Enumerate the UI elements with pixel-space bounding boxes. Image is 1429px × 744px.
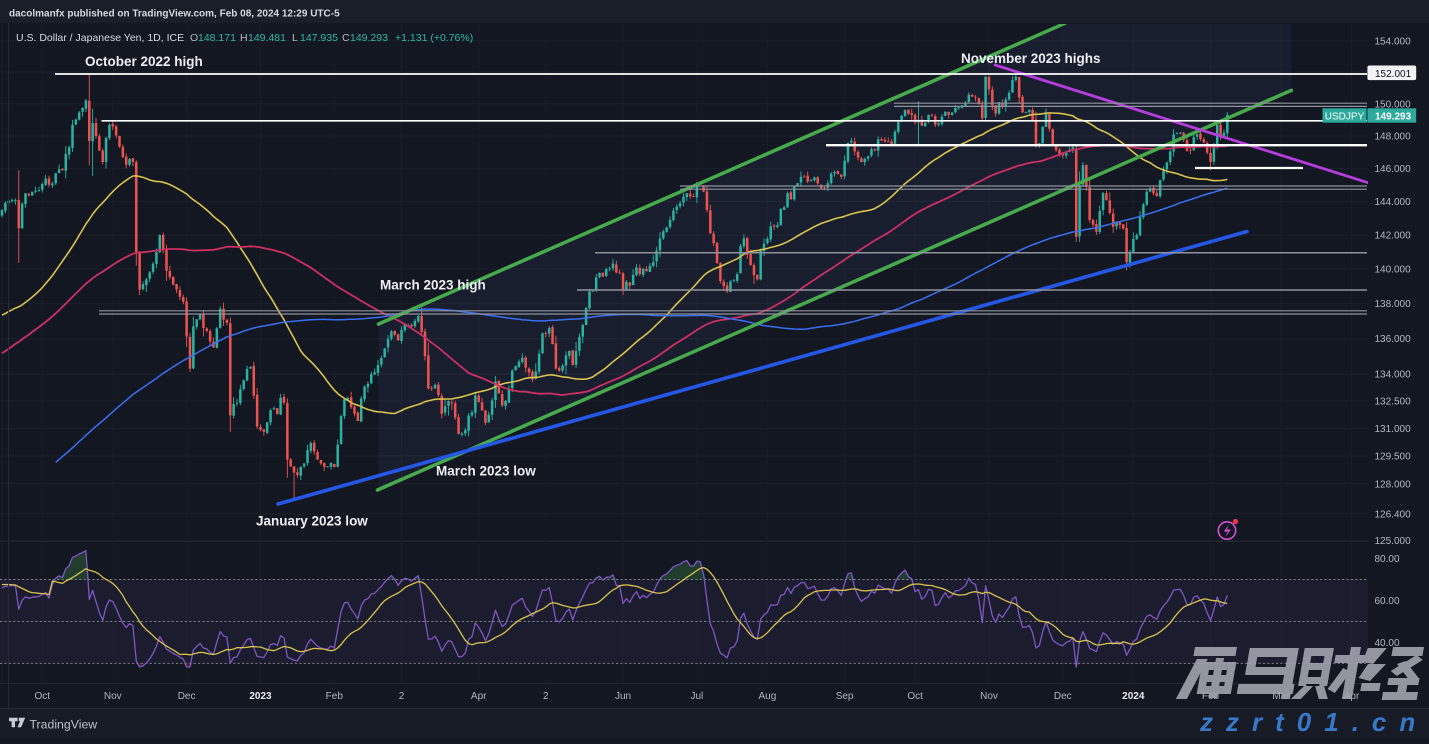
- svg-text:136.000: 136.000: [1375, 334, 1412, 345]
- svg-text:2: 2: [399, 691, 405, 702]
- svg-text:80.00: 80.00: [1375, 554, 1400, 565]
- svg-text:149.293: 149.293: [350, 32, 388, 44]
- svg-text:2023: 2023: [249, 691, 272, 702]
- svg-text:132.500: 132.500: [1375, 397, 1412, 408]
- svg-text:Oct: Oct: [35, 691, 51, 702]
- svg-text:dacolmanfx published on Tradin: dacolmanfx published on TradingView.com,…: [9, 9, 340, 20]
- svg-text:Apr: Apr: [471, 691, 487, 702]
- svg-text:131.000: 131.000: [1375, 424, 1412, 435]
- svg-text:148.171: 148.171: [198, 32, 236, 44]
- svg-text:January 2023 low: January 2023 low: [256, 514, 368, 529]
- svg-text:150.000: 150.000: [1375, 99, 1412, 110]
- svg-text:C: C: [342, 32, 350, 44]
- svg-text:TradingView: TradingView: [30, 717, 98, 731]
- svg-text:129.500: 129.500: [1375, 451, 1412, 462]
- svg-text:142.000: 142.000: [1375, 231, 1412, 242]
- svg-text:L: L: [292, 32, 298, 44]
- svg-text:Oct: Oct: [907, 691, 923, 702]
- svg-text:+1.131 (+0.76%): +1.131 (+0.76%): [395, 32, 473, 44]
- svg-text:O: O: [190, 32, 198, 44]
- svg-text:Nov: Nov: [980, 691, 998, 702]
- svg-text:November 2023 highs: November 2023 highs: [961, 51, 1101, 66]
- svg-text:Dec: Dec: [178, 691, 196, 702]
- svg-text:148.000: 148.000: [1375, 132, 1412, 143]
- svg-text:U.S. Dollar / Japanese Yen, 1D: U.S. Dollar / Japanese Yen, 1D, ICE: [16, 32, 184, 44]
- svg-text:Feb: Feb: [326, 691, 344, 702]
- svg-text:147.935: 147.935: [300, 32, 338, 44]
- svg-text:144.000: 144.000: [1375, 197, 1412, 208]
- svg-text:Dec: Dec: [1054, 691, 1072, 702]
- svg-text:138.000: 138.000: [1375, 299, 1412, 310]
- svg-text:125.000: 125.000: [1375, 536, 1412, 547]
- svg-text:60.00: 60.00: [1375, 596, 1400, 607]
- svg-text:154.000: 154.000: [1375, 36, 1412, 47]
- svg-text:149.293: 149.293: [1375, 111, 1412, 122]
- svg-text:H: H: [240, 32, 248, 44]
- svg-text:134.000: 134.000: [1375, 370, 1412, 381]
- svg-text:Aug: Aug: [759, 691, 777, 702]
- svg-text:128.000: 128.000: [1375, 479, 1412, 490]
- svg-text:March 2023 high: March 2023 high: [380, 278, 486, 293]
- svg-text:149.481: 149.481: [248, 32, 286, 44]
- svg-text:Sep: Sep: [836, 691, 854, 702]
- svg-text:2: 2: [543, 691, 549, 702]
- svg-text:140.000: 140.000: [1375, 265, 1412, 276]
- svg-text:40.00: 40.00: [1375, 638, 1400, 649]
- svg-text:USDJPY: USDJPY: [1325, 111, 1365, 122]
- svg-text:October 2022 high: October 2022 high: [85, 54, 203, 69]
- svg-text:Jul: Jul: [691, 691, 704, 702]
- svg-text:2024: 2024: [1122, 691, 1145, 702]
- svg-text:126.400: 126.400: [1375, 509, 1412, 520]
- svg-text:Nov: Nov: [104, 691, 122, 702]
- svg-text:146.000: 146.000: [1375, 164, 1412, 175]
- svg-text:March 2023 low: March 2023 low: [436, 464, 536, 479]
- svg-text:zzrt01.cn: zzrt01.cn: [1199, 707, 1428, 737]
- svg-text:Jun: Jun: [615, 691, 631, 702]
- svg-text:152.001: 152.001: [1375, 69, 1412, 80]
